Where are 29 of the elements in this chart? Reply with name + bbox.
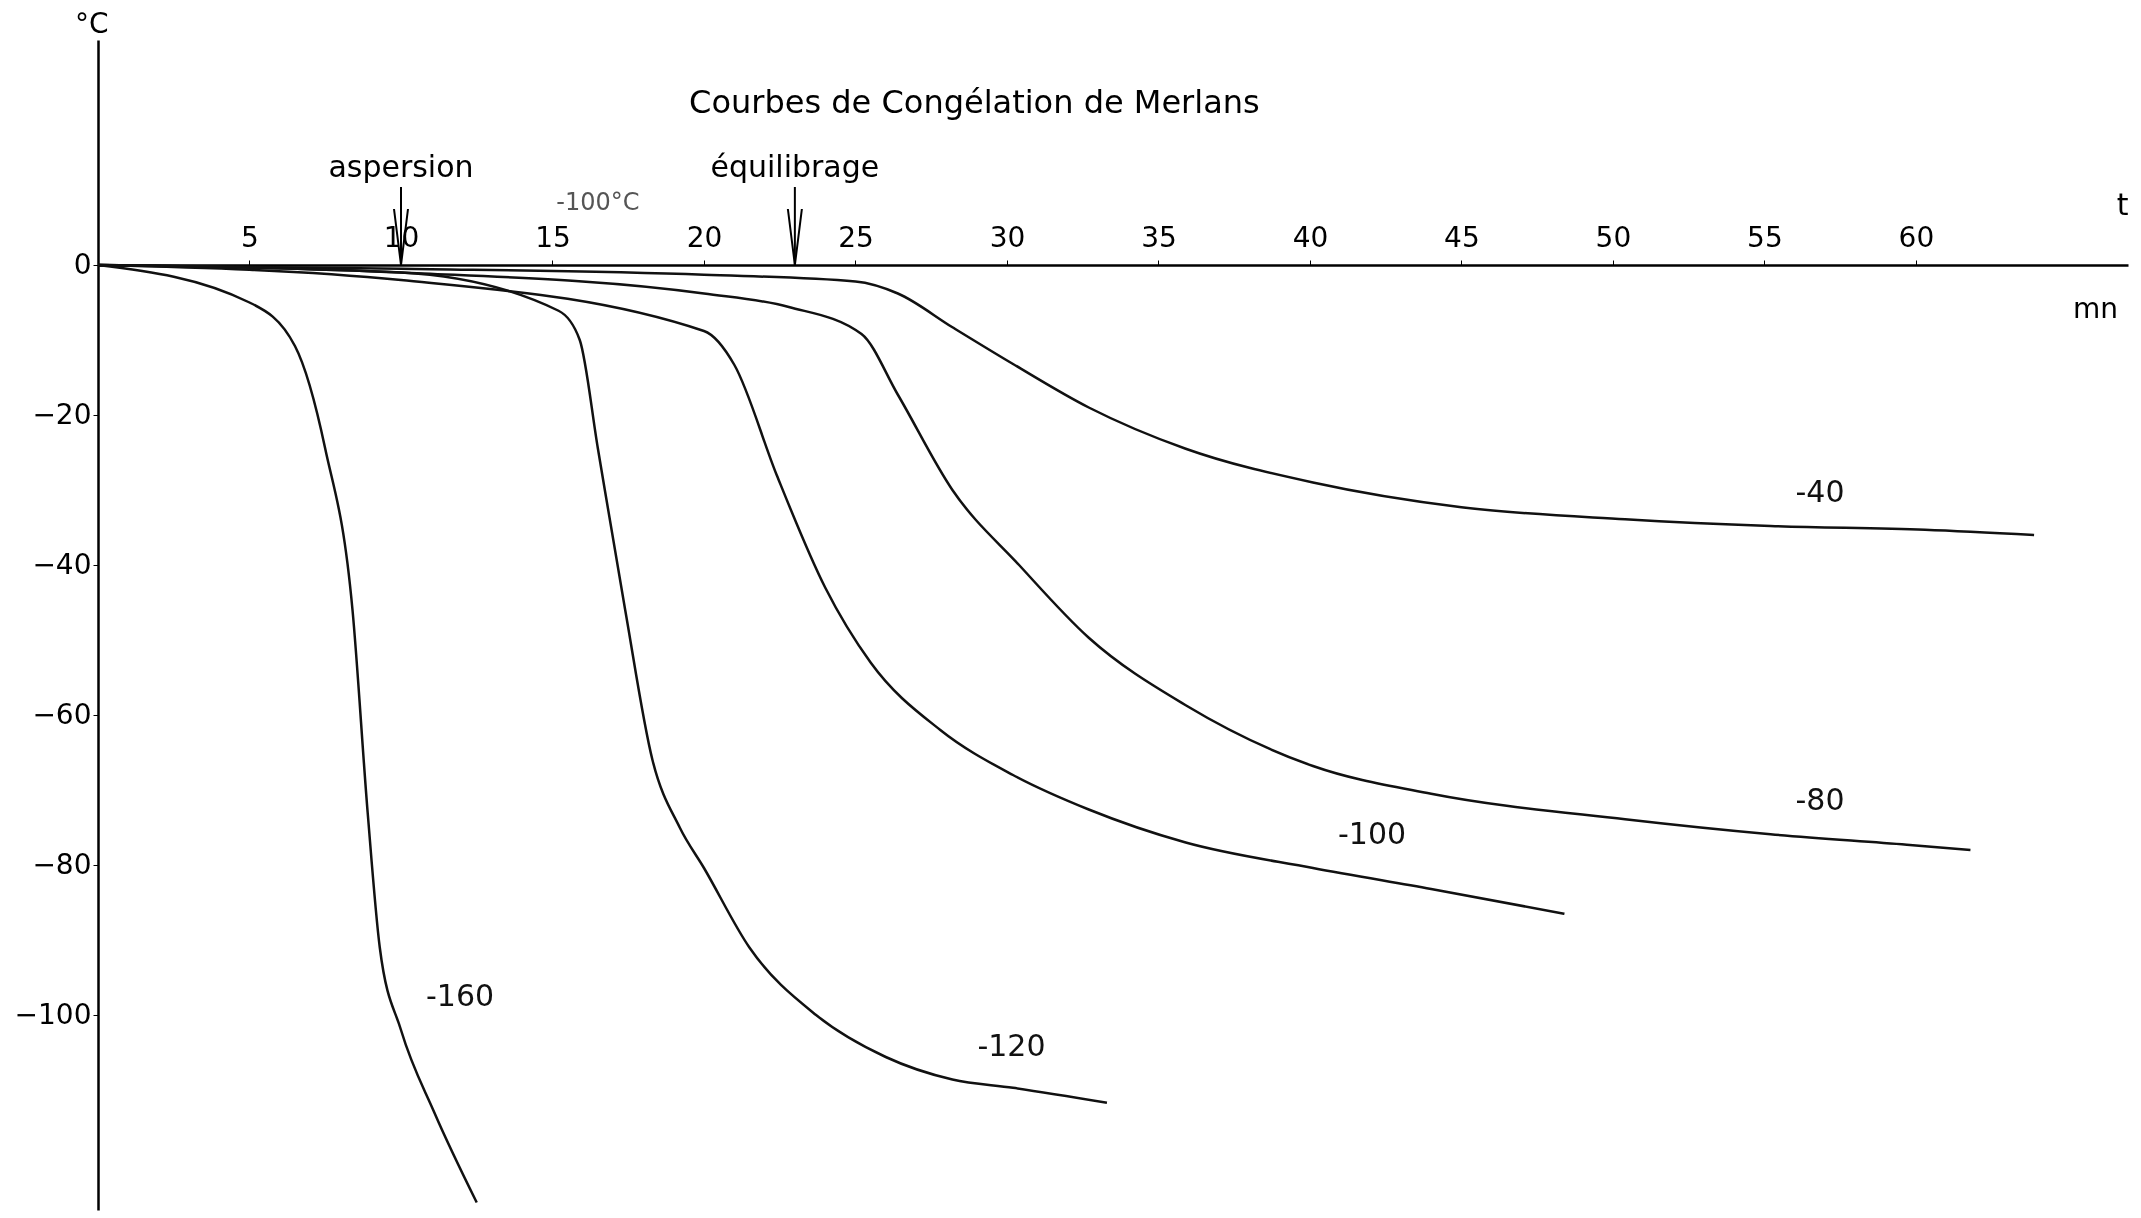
series-label: -40 bbox=[1795, 474, 1845, 509]
y-tick-label: −100 bbox=[14, 997, 92, 1031]
x-tick-label: 60 bbox=[1898, 220, 1935, 254]
y-tick-label: 0 bbox=[73, 247, 92, 281]
y-tick-label: −80 bbox=[32, 847, 92, 881]
y-tick-label: −20 bbox=[32, 397, 92, 431]
x-tick-label: 40 bbox=[1292, 220, 1329, 254]
series-label: -160 bbox=[425, 978, 495, 1013]
y-axis-title: °C bbox=[74, 6, 109, 40]
series-label: -120 bbox=[977, 1027, 1046, 1063]
annotation: -100°C bbox=[556, 188, 640, 216]
y-tick-label: −60 bbox=[32, 697, 92, 731]
y-tick-label: −40 bbox=[32, 547, 92, 581]
x-tick-label: 35 bbox=[1141, 220, 1177, 254]
ref-line-label: équilibrage bbox=[710, 149, 880, 184]
x-tick-label: 30 bbox=[989, 220, 1026, 254]
x-tick-label: 55 bbox=[1747, 220, 1783, 254]
text: Courbes de Congélation de Merlans bbox=[689, 83, 1260, 121]
x-tick-label: 45 bbox=[1444, 220, 1480, 254]
series-label: -100 bbox=[1337, 816, 1407, 851]
x-tick-label: 15 bbox=[535, 220, 571, 254]
x-tick-label: 50 bbox=[1595, 220, 1632, 254]
annotation: mn bbox=[2072, 292, 2118, 325]
x-tick-label: 25 bbox=[838, 220, 874, 254]
series-label: -80 bbox=[1795, 782, 1845, 818]
x-tick-label: 5 bbox=[241, 220, 259, 254]
x-axis-title: t bbox=[2116, 186, 2129, 222]
x-tick-label: 20 bbox=[686, 220, 723, 254]
ref-line-label: aspersion bbox=[328, 149, 474, 184]
